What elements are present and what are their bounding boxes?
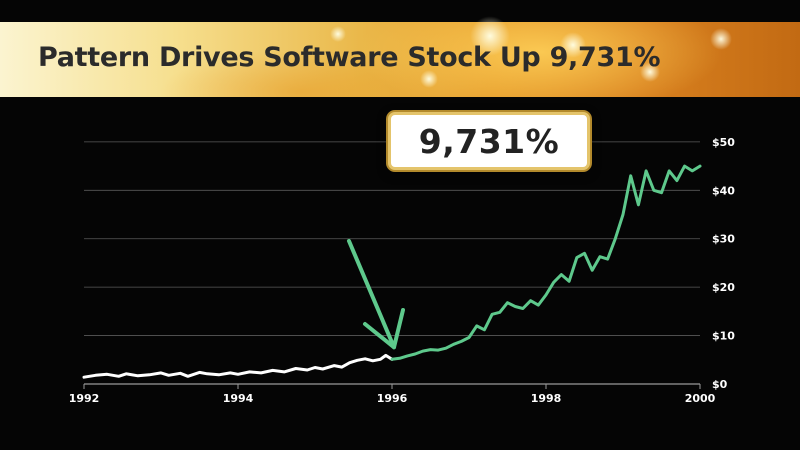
x-tick-label: 1992 <box>69 392 100 405</box>
title-banner: Pattern Drives Software Stock Up 9,731% <box>0 16 800 97</box>
post-pattern-price-line <box>390 164 702 361</box>
y-tick-label: $40 <box>712 184 735 197</box>
x-axis-ticks: 1992 1994 1996 1998 2000 <box>69 384 716 405</box>
series-lines <box>82 164 702 379</box>
return-callout-text: 9,731% <box>418 121 560 161</box>
return-callout-box: 9,731% <box>388 112 590 170</box>
pattern-arrow <box>347 239 405 350</box>
y-tick-label: $20 <box>712 281 735 294</box>
x-tick-label: 1998 <box>531 392 562 405</box>
pre-pattern-price-line <box>82 353 394 379</box>
arrow-shaft <box>347 239 396 350</box>
y-axis-ticks: $0 $10 $20 $30 $40 $50 <box>712 136 735 391</box>
y-tick-label: $0 <box>712 378 728 391</box>
chart-title: Pattern Drives Software Stock Up 9,731% <box>38 42 661 73</box>
x-tick-label: 1994 <box>223 392 254 405</box>
y-tick-label: $50 <box>712 136 735 149</box>
y-tick-label: $10 <box>712 330 735 343</box>
arrow-head <box>363 308 405 350</box>
x-tick-label: 2000 <box>685 392 716 405</box>
x-tick-label: 1996 <box>377 392 408 405</box>
y-tick-label: $30 <box>712 233 735 246</box>
